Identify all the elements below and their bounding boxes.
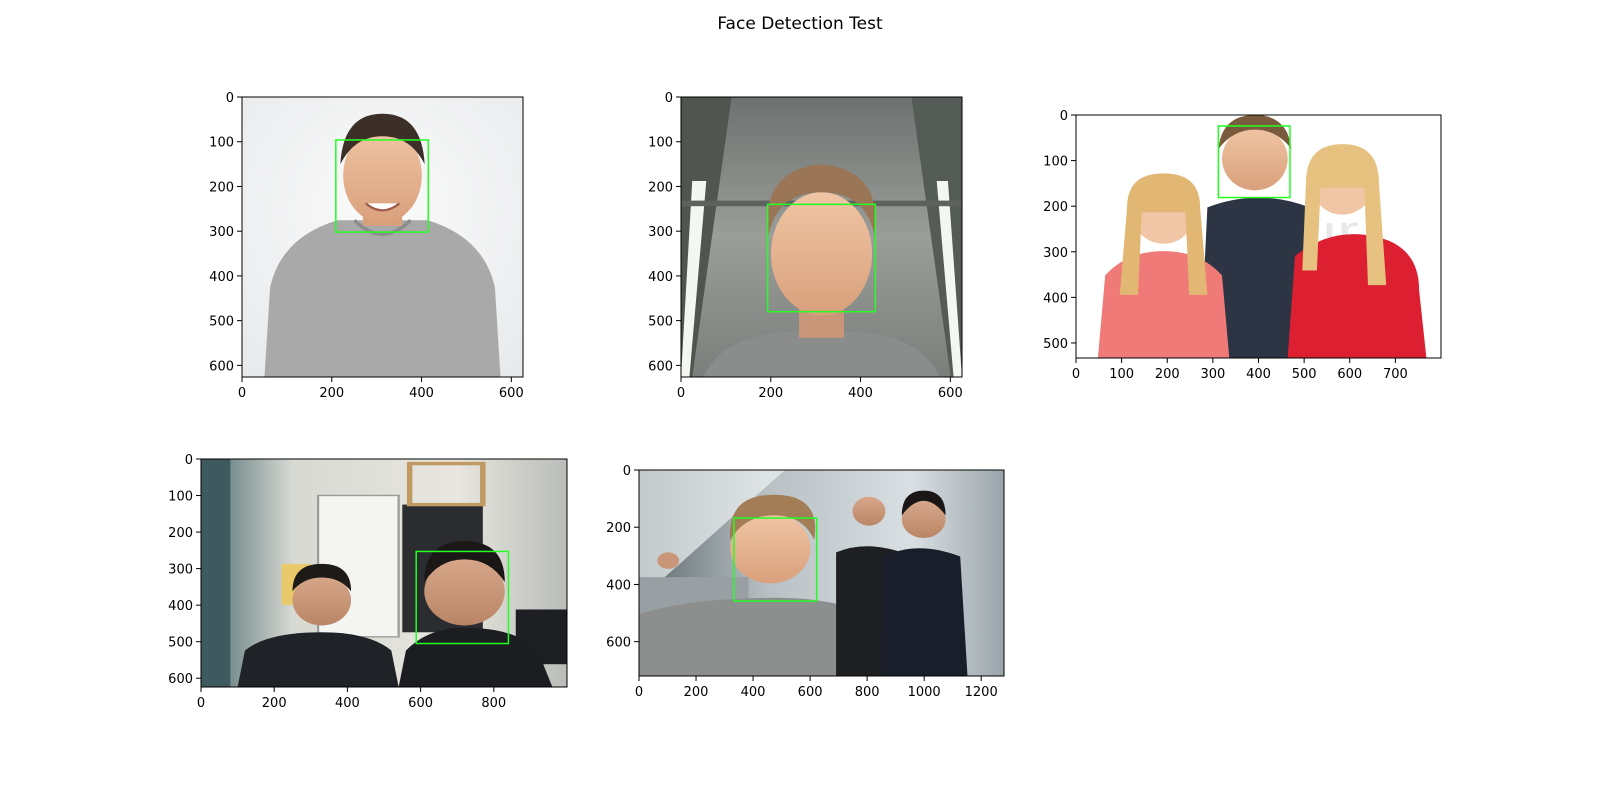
y-tick-label: 500 — [168, 636, 193, 651]
x-tick-label: 200 — [319, 386, 344, 401]
y-tick-label: 300 — [209, 225, 234, 240]
y-tick-label: 300 — [168, 563, 193, 578]
subplot-1: 0 200 400 600 0 100 200 300 400 500 600 — [209, 91, 524, 401]
x-tick-label: 600 — [938, 386, 963, 401]
y-tick-label: 600 — [606, 636, 631, 651]
x-tick-label: 500 — [1292, 367, 1317, 382]
x-tick-label: 200 — [684, 685, 709, 700]
y-tick-label: 600 — [648, 359, 673, 374]
y-tick-label: 300 — [648, 225, 673, 240]
y-tick-label: 100 — [648, 136, 673, 151]
x-tick-label: 800 — [481, 696, 506, 711]
y-tick-label: 500 — [648, 315, 673, 330]
y-tick-label: 200 — [648, 180, 673, 195]
photo-portrait-grey-shirt — [242, 97, 523, 377]
face-detection-box — [335, 139, 430, 233]
y-tick-label: 400 — [648, 270, 673, 285]
y-tick-label: 0 — [1060, 109, 1068, 124]
y-tick-label: 500 — [209, 315, 234, 330]
x-tick-label: 0 — [677, 386, 685, 401]
x-tick-label: 600 — [798, 685, 823, 700]
axes-frame — [241, 96, 524, 378]
face-detection-box — [415, 550, 510, 645]
face-detection-box — [766, 203, 877, 313]
axes-frame — [200, 458, 568, 688]
y-tick-label: 100 — [168, 490, 193, 505]
y-tick-label: 200 — [168, 526, 193, 541]
x-tick-label: 0 — [197, 696, 205, 711]
y-tick-label: 200 — [1043, 200, 1068, 215]
x-tick-label: 200 — [1155, 367, 1180, 382]
x-tick-label: 0 — [238, 386, 246, 401]
axes-frame — [638, 469, 1005, 677]
photo-three-people-white-bg — [1076, 115, 1441, 358]
y-tick-label: 0 — [665, 91, 673, 106]
subplot-5: 0 200 400 600 800 1000 1200 0 200 400 600 — [606, 464, 1005, 700]
y-tick-label: 0 — [185, 453, 193, 468]
photo-three-people-selfie — [639, 470, 1004, 676]
x-tick-label: 700 — [1383, 367, 1408, 382]
y-tick-label: 0 — [226, 91, 234, 106]
face-detection-box — [733, 517, 818, 602]
y-tick-label: 400 — [1043, 291, 1068, 306]
axes-frame — [680, 96, 963, 378]
y-tick-label: 400 — [606, 578, 631, 593]
y-tick-label: 600 — [209, 359, 234, 374]
x-tick-label: 300 — [1200, 367, 1225, 382]
y-tick-label: 500 — [1043, 337, 1068, 352]
x-tick-label: 600 — [408, 696, 433, 711]
x-tick-label: 600 — [499, 386, 524, 401]
x-tick-label: 200 — [262, 696, 287, 711]
y-tick-label: 600 — [168, 672, 193, 687]
y-tick-label: 300 — [1043, 246, 1068, 261]
y-tick-label: 0 — [623, 464, 631, 479]
photo-webcam-office-ceiling — [681, 97, 962, 377]
x-tick-label: 800 — [855, 685, 880, 700]
y-tick-label: 200 — [209, 180, 234, 195]
x-tick-label: 400 — [1246, 367, 1271, 382]
x-tick-label: 400 — [741, 685, 766, 700]
photo-two-people-office — [201, 459, 567, 687]
face-detection-box — [1217, 125, 1291, 199]
subplot-4: 0 200 400 600 800 0 100 200 300 400 500 600 — [168, 453, 568, 711]
y-tick-label: 400 — [209, 270, 234, 285]
x-tick-label: 400 — [335, 696, 360, 711]
x-tick-label: 100 — [1109, 367, 1134, 382]
y-tick-label: 100 — [1043, 155, 1068, 170]
subplot-3: 0 100 200 300 400 500 600 700 0 100 200 300 400 500 — [1043, 109, 1442, 382]
y-tick-label: 200 — [606, 521, 631, 536]
y-tick-label: 100 — [209, 136, 234, 151]
x-tick-label: 1000 — [908, 685, 941, 700]
x-tick-label: 600 — [1337, 367, 1362, 382]
x-tick-label: 400 — [848, 386, 873, 401]
x-tick-label: 0 — [635, 685, 643, 700]
x-tick-label: 200 — [758, 386, 783, 401]
x-tick-label: 400 — [409, 386, 434, 401]
subplot-2: 0 200 400 600 0 100 200 300 400 500 600 — [648, 91, 963, 401]
figure-title: Face Detection Test — [717, 14, 883, 34]
y-tick-label: 400 — [168, 599, 193, 614]
x-tick-label: 1200 — [965, 685, 998, 700]
x-tick-label: 0 — [1072, 367, 1080, 382]
